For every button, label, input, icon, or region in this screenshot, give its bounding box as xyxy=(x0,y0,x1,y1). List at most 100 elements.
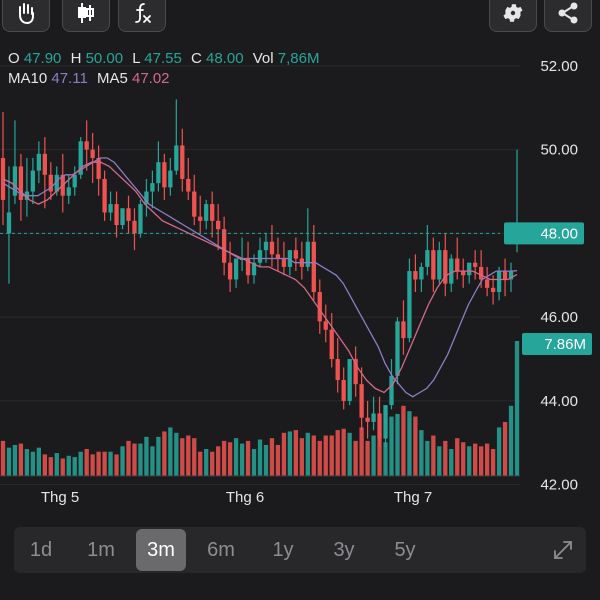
last-price-badge: 48.00 xyxy=(504,222,584,245)
candle-body xyxy=(36,153,42,171)
candle-body xyxy=(150,183,155,192)
candle xyxy=(269,225,275,267)
expand-icon[interactable] xyxy=(552,539,574,566)
volume-bar xyxy=(54,453,59,476)
candle-body xyxy=(180,145,185,179)
candle xyxy=(108,191,113,221)
candle xyxy=(174,99,179,175)
candle xyxy=(210,191,215,238)
candle-body xyxy=(0,158,6,200)
volume-bar xyxy=(365,440,370,476)
candle-body xyxy=(461,271,466,276)
candle-body xyxy=(90,149,95,159)
candle-body xyxy=(329,329,334,360)
range-tab-1m[interactable]: 1m xyxy=(87,538,115,561)
candle-body xyxy=(12,166,18,196)
volume-bar xyxy=(162,431,167,476)
range-tab-1d[interactable]: 1d xyxy=(29,538,53,561)
share-icon xyxy=(556,0,580,30)
volume-bar xyxy=(156,436,161,476)
candle xyxy=(90,132,95,184)
x-tick-label: Thg 5 xyxy=(41,489,79,506)
candle-body xyxy=(156,162,161,184)
candle-body xyxy=(293,250,299,259)
candle-body xyxy=(347,359,352,401)
volume-bar xyxy=(78,451,83,476)
candle-body xyxy=(275,254,281,259)
bottom-edge xyxy=(0,588,600,600)
candle-body xyxy=(311,241,316,293)
candle xyxy=(335,338,340,393)
candle xyxy=(359,367,364,431)
volume-bar xyxy=(263,444,269,476)
y-tick-label: 50.00 xyxy=(540,142,578,159)
volume-bar xyxy=(275,444,281,476)
ohlc-readout: O 47.90 H 50.00 L 47.55 C 48.00 Vol 7,86… xyxy=(8,50,319,67)
volume-bar xyxy=(126,440,131,476)
candle xyxy=(365,400,370,439)
candle xyxy=(18,153,24,221)
chart-type-button[interactable] xyxy=(62,0,110,32)
candle-body xyxy=(305,241,310,267)
candle-body xyxy=(263,241,269,251)
candle-body xyxy=(204,204,209,221)
candle xyxy=(395,317,400,385)
volume-bar xyxy=(419,430,424,476)
candle-body xyxy=(484,279,490,288)
range-tab-3m[interactable]: 3m xyxy=(136,529,186,571)
volume-bar xyxy=(281,432,287,476)
volume-bar xyxy=(311,435,316,476)
candle-body xyxy=(245,258,251,276)
range-tab-6m[interactable]: 6m xyxy=(207,538,235,561)
range-tab-3y[interactable]: 3y xyxy=(333,538,355,561)
candle-body xyxy=(401,321,406,339)
candle xyxy=(114,191,119,238)
volume-bar xyxy=(407,411,412,476)
settings-button[interactable] xyxy=(489,0,537,32)
candle-body xyxy=(210,204,215,221)
candle xyxy=(150,170,155,209)
candle xyxy=(180,128,185,192)
volume-value: 7,86M xyxy=(277,50,320,67)
low-label: L xyxy=(132,50,141,67)
candle-body xyxy=(257,250,263,263)
candle xyxy=(425,225,430,276)
range-tab-1y[interactable]: 1y xyxy=(272,538,294,561)
share-button[interactable] xyxy=(544,0,592,32)
volume-bar xyxy=(233,438,239,476)
range-tab-5y[interactable]: 5y xyxy=(394,538,416,561)
candle xyxy=(419,262,424,293)
volume-bar xyxy=(514,341,520,476)
volume-bar xyxy=(18,443,24,476)
draw-tool-button[interactable] xyxy=(2,0,50,32)
ma5-value: 47.02 xyxy=(131,70,170,87)
candle-body xyxy=(365,417,370,422)
volume-bar xyxy=(227,442,233,476)
candle-body xyxy=(168,170,173,188)
candle-body xyxy=(66,187,71,196)
candle xyxy=(443,233,448,297)
volume-bar xyxy=(12,444,18,476)
ma10-line xyxy=(2,157,518,398)
candle xyxy=(251,254,257,284)
candle-body xyxy=(108,204,113,213)
candle xyxy=(239,237,245,272)
candle-body xyxy=(490,287,496,293)
volume-bar xyxy=(461,442,466,476)
candlestick-icon xyxy=(74,0,98,30)
candle-body xyxy=(395,321,400,376)
candle-body xyxy=(251,262,257,276)
close-value: 48.00 xyxy=(206,50,244,67)
candle xyxy=(42,137,47,209)
candle xyxy=(233,258,239,288)
ma10-label: MA10 xyxy=(8,70,48,87)
x-axis: Thg 5 Thg 6 Thg 7 xyxy=(41,489,432,506)
y-tick-label: 46.00 xyxy=(540,309,578,326)
volume-bar xyxy=(30,451,36,476)
indicators-button[interactable] xyxy=(118,0,166,32)
volume-bar xyxy=(293,430,299,476)
candle xyxy=(484,266,490,297)
volume-bar xyxy=(150,446,155,476)
candle xyxy=(132,208,137,251)
